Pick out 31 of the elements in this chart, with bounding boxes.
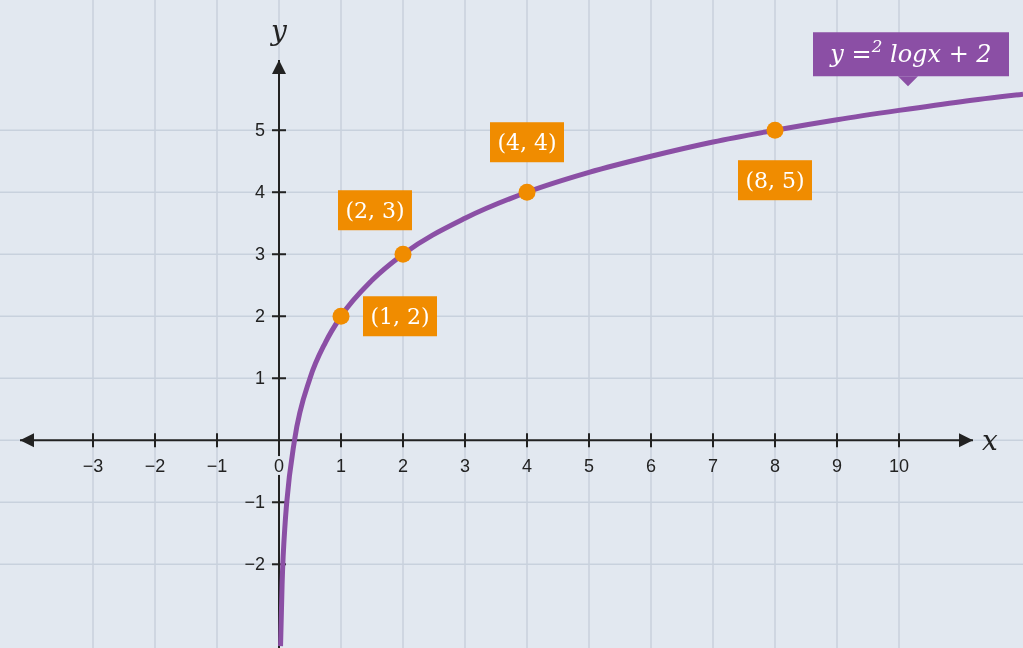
x-axis-title: x [982,424,999,458]
y-tick-label: −2 [244,554,265,575]
y-tick-label: 4 [254,182,265,203]
annotation: (8, 5) [745,168,805,194]
x-tick-label: 5 [583,456,595,477]
y-tick-label: 1 [254,368,265,389]
annotation: (2, 3) [345,198,405,224]
x-tick-label: −1 [206,456,228,477]
x-tick-label: 4 [521,456,533,477]
y-tick-label: 3 [254,244,265,265]
x-tick-label: 9 [831,456,843,477]
annotation: (1, 2) [370,304,430,330]
point [394,245,412,263]
point [766,121,784,139]
series-label: y =$^{2}$ logx + 2 [829,36,992,69]
y-axis-title: y [269,14,289,47]
x-tick-label: 6 [645,456,657,477]
x-tick-label: −3 [82,456,104,477]
y-tick-label: 2 [254,306,265,327]
point [518,183,536,201]
x-tick-label: 2 [397,456,409,477]
x-tick-label: 3 [459,456,471,477]
x-tick-label: −2 [144,456,166,477]
annotation: (4, 4) [497,130,557,156]
y-tick-label: 5 [254,120,265,141]
x-tick-label: 8 [769,456,781,477]
x-tick-label: 10 [888,456,910,477]
x-tick-label: 1 [335,456,347,477]
x-tick-label: 7 [707,456,719,477]
point [332,307,350,325]
y-tick-label: −1 [244,492,265,513]
